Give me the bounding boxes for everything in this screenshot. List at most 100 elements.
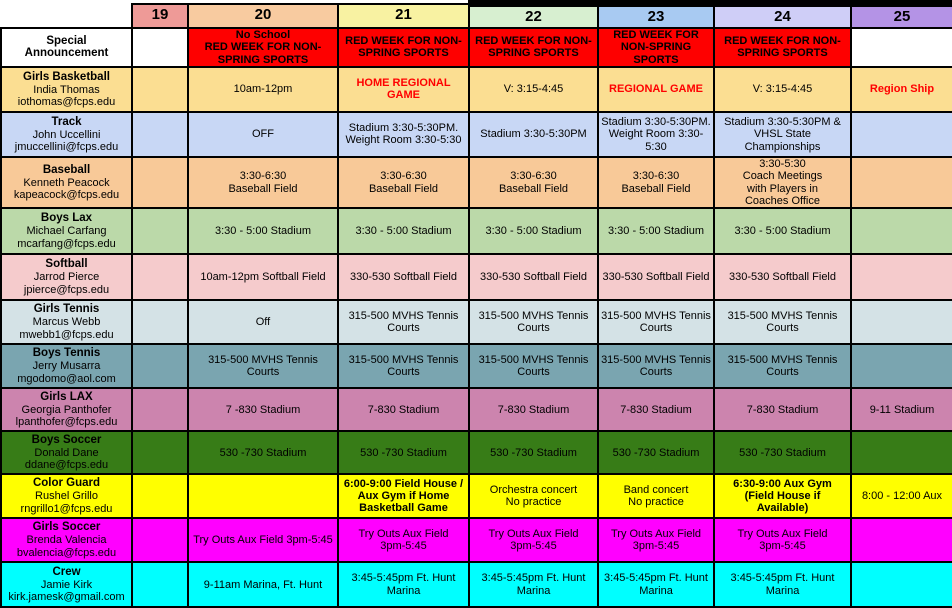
cell-color-guard-23[interactable]: Band concert No practice <box>597 473 715 520</box>
cell-girls-lax-24[interactable]: 7-830 Stadium <box>713 387 852 433</box>
cell-boys-soccer-23[interactable]: 530 -730 Stadium <box>597 430 715 476</box>
cell-boys-soccer-21[interactable]: 530 -730 Stadium <box>337 430 470 476</box>
cell-girls-lax-23[interactable]: 7-830 Stadium <box>597 387 715 433</box>
cell-boys-lax-24[interactable]: 3:30 - 5:00 Stadium <box>713 207 852 256</box>
cell-girls-tennis-20[interactable]: Off <box>187 299 339 346</box>
cell-special-announcement-25[interactable] <box>850 27 952 68</box>
cell-color-guard-22[interactable]: Orchestra concert No practice <box>468 473 599 520</box>
cell-girls-basketball-19[interactable] <box>131 65 189 113</box>
cell-girls-tennis-25[interactable] <box>850 299 952 346</box>
cell-crew-20[interactable]: 9-11am Marina, Ft. Hunt <box>187 561 339 608</box>
cell-track-25[interactable] <box>850 110 952 158</box>
cell-boys-soccer-19[interactable] <box>131 430 189 476</box>
cell-girls-basketball-23[interactable]: REGIONAL GAME <box>597 65 715 113</box>
cell-girls-soccer-25[interactable] <box>850 517 952 564</box>
cell-girls-tennis-19[interactable] <box>131 299 189 346</box>
cell-softball-25[interactable] <box>850 253 952 302</box>
cell-special-announcement-21[interactable]: RED WEEK FOR NON-SPRING SPORTS <box>337 27 470 68</box>
cell-boys-tennis-25[interactable] <box>850 343 952 390</box>
cell-boys-lax-23[interactable]: 3:30 - 5:00 Stadium <box>597 207 715 256</box>
cell-boys-tennis-20[interactable]: 315-500 MVHS Tennis Courts <box>187 343 339 390</box>
cell-girls-tennis-22[interactable]: 315-500 MVHS Tennis Courts <box>468 299 599 346</box>
day-header-24[interactable]: 24 <box>713 0 852 29</box>
cell-crew-21[interactable]: 3:45-5:45pm Ft. Hunt Marina <box>337 561 470 608</box>
cell-softball-20[interactable]: 10am-12pm Softball Field <box>187 253 339 302</box>
cell-crew-25[interactable] <box>850 561 952 608</box>
cell-boys-tennis-24[interactable]: 315-500 MVHS Tennis Courts <box>713 343 852 390</box>
row-label-baseball[interactable]: Baseball Kenneth Peacock kapeacock@fcps.ed… <box>0 155 133 210</box>
cell-baseball-23[interactable]: 3:30-6:30 Baseball Field <box>597 155 715 210</box>
cell-girls-soccer-19[interactable] <box>131 517 189 564</box>
cell-baseball-20[interactable]: 3:30-6:30 Baseball Field <box>187 155 339 210</box>
day-header-20[interactable]: 20 <box>187 2 339 29</box>
cell-girls-basketball-22[interactable]: V: 3:15-4:45 <box>468 65 599 113</box>
cell-girls-soccer-23[interactable]: Try Outs Aux Field 3pm-5:45 <box>597 517 715 564</box>
cell-special-announcement-19[interactable] <box>131 27 189 68</box>
cell-color-guard-20[interactable] <box>187 473 339 520</box>
cell-track-20[interactable]: OFF <box>187 110 339 158</box>
cell-baseball-25[interactable] <box>850 155 952 210</box>
cell-girls-basketball-20[interactable]: 10am-12pm <box>187 65 339 113</box>
cell-softball-24[interactable]: 330-530 Softball Field <box>713 253 852 302</box>
cell-girls-soccer-21[interactable]: Try Outs Aux Field 3pm-5:45 <box>337 517 470 564</box>
cell-girls-tennis-21[interactable]: 315-500 MVHS Tennis Courts <box>337 299 470 346</box>
row-label-boys-lax[interactable]: Boys Lax Michael Carfang mcarfang@fcps.edu <box>0 207 133 256</box>
cell-boys-soccer-22[interactable]: 530 -730 Stadium <box>468 430 599 476</box>
cell-boys-lax-25[interactable] <box>850 207 952 256</box>
cell-girls-tennis-24[interactable]: 315-500 MVHS Tennis Courts <box>713 299 852 346</box>
cell-girls-lax-20[interactable]: 7 -830 Stadium <box>187 387 339 433</box>
cell-track-23[interactable]: Stadium 3:30-5:30PM. Weight Room 3:30-5:… <box>597 110 715 158</box>
row-label-girls-tennis[interactable]: Girls Tennis Marcus Webb mwebb1@fcps.edu <box>0 299 133 346</box>
cell-softball-19[interactable] <box>131 253 189 302</box>
row-label-girls-basketball[interactable]: Girls Basketball India Thomas iothomas@fcp… <box>0 65 133 113</box>
cell-special-announcement-23[interactable]: RED WEEK FOR NON-SPRING SPORTS <box>597 27 715 68</box>
cell-girls-soccer-22[interactable]: Try Outs Aux Field 3pm-5:45 <box>468 517 599 564</box>
cell-color-guard-25[interactable]: 8:00 - 12:00 Aux <box>850 473 952 520</box>
cell-track-19[interactable] <box>131 110 189 158</box>
cell-girls-basketball-24[interactable]: V: 3:15-4:45 <box>713 65 852 113</box>
day-header-22[interactable]: 22 <box>468 0 599 29</box>
cell-crew-22[interactable]: 3:45-5:45pm Ft. Hunt Marina <box>468 561 599 608</box>
row-label-boys-tennis[interactable]: Boys Tennis Jerry Musarra mgodomo@aol.com <box>0 343 133 390</box>
cell-girls-soccer-20[interactable]: Try Outs Aux Field 3pm-5:45 <box>187 517 339 564</box>
cell-crew-23[interactable]: 3:45-5:45pm Ft. Hunt Marina <box>597 561 715 608</box>
cell-boys-lax-19[interactable] <box>131 207 189 256</box>
cell-track-21[interactable]: Stadium 3:30-5:30PM. Weight Room 3:30-5:… <box>337 110 470 158</box>
cell-boys-soccer-25[interactable] <box>850 430 952 476</box>
cell-softball-21[interactable]: 330-530 Softball Field <box>337 253 470 302</box>
cell-boys-tennis-21[interactable]: 315-500 MVHS Tennis Courts <box>337 343 470 390</box>
cell-special-announcement-20[interactable]: No School RED WEEK FOR NON-SPRING SPORTS <box>187 27 339 68</box>
cell-color-guard-21[interactable]: 6:00-9:00 Field House / Aux Gym if Home … <box>337 473 470 520</box>
row-label-special-announcement[interactable]: Special Announcement <box>0 27 133 68</box>
cell-boys-soccer-20[interactable]: 530 -730 Stadium <box>187 430 339 476</box>
cell-softball-22[interactable]: 330-530 Softball Field <box>468 253 599 302</box>
day-header-21[interactable]: 21 <box>337 2 470 29</box>
cell-boys-soccer-24[interactable]: 530 -730 Stadium <box>713 430 852 476</box>
cell-special-announcement-24[interactable]: RED WEEK FOR NON-SPRING SPORTS <box>713 27 852 68</box>
day-header-25[interactable]: 25 <box>850 0 952 29</box>
cell-boys-tennis-23[interactable]: 315-500 MVHS Tennis Courts <box>597 343 715 390</box>
row-label-track[interactable]: Track John Uccellini jmuccellini@fcps.edu <box>0 110 133 158</box>
row-label-girls-soccer[interactable]: Girls Soccer Brenda Valencia bvalencia@fcp… <box>0 517 133 564</box>
cell-softball-23[interactable]: 330-530 Softball Field <box>597 253 715 302</box>
row-label-softball[interactable]: Softball Jarrod Pierce jpierce@fcps.edu <box>0 253 133 302</box>
cell-girls-lax-21[interactable]: 7-830 Stadium <box>337 387 470 433</box>
cell-track-22[interactable]: Stadium 3:30-5:30PM <box>468 110 599 158</box>
cell-boys-lax-21[interactable]: 3:30 - 5:00 Stadium <box>337 207 470 256</box>
cell-girls-lax-19[interactable] <box>131 387 189 433</box>
cell-color-guard-24[interactable]: 6:30-9:00 Aux Gym (Field House if Availa… <box>713 473 852 520</box>
cell-track-24[interactable]: Stadium 3:30-5:30PM & VHSL State Champio… <box>713 110 852 158</box>
cell-baseball-22[interactable]: 3:30-6:30 Baseball Field <box>468 155 599 210</box>
cell-boys-lax-22[interactable]: 3:30 - 5:00 Stadium <box>468 207 599 256</box>
cell-baseball-19[interactable] <box>131 155 189 210</box>
cell-crew-19[interactable] <box>131 561 189 608</box>
row-label-boys-soccer[interactable]: Boys Soccer Donald Dane ddane@fcps.edu <box>0 430 133 476</box>
cell-boys-tennis-19[interactable] <box>131 343 189 390</box>
cell-boys-lax-20[interactable]: 3:30 - 5:00 Stadium <box>187 207 339 256</box>
cell-girls-basketball-25[interactable]: Region Ship <box>850 65 952 113</box>
cell-boys-tennis-22[interactable]: 315-500 MVHS Tennis Courts <box>468 343 599 390</box>
cell-baseball-24[interactable]: 3:30-5:30 Coach Meetings with Players in… <box>713 155 852 210</box>
cell-special-announcement-22[interactable]: RED WEEK FOR NON-SPRING SPORTS <box>468 27 599 68</box>
day-header-19[interactable]: 19 <box>131 2 189 29</box>
cell-crew-24[interactable]: 3:45-5:45pm Ft. Hunt Marina <box>713 561 852 608</box>
